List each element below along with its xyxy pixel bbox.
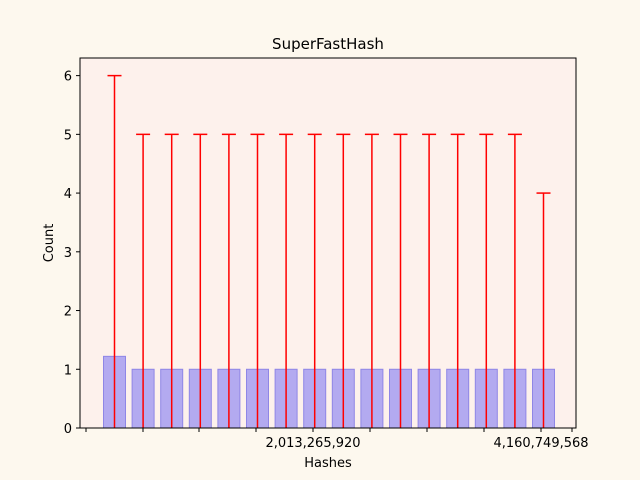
y-tick-label-6: 6	[64, 70, 72, 85]
y-tick-label-5: 5	[64, 128, 72, 143]
x-tick-label-5: 2,013,265,920	[265, 436, 360, 451]
y-tick-label-2: 2	[64, 305, 72, 320]
error-bar-group	[107, 74, 551, 428]
plot-area	[80, 58, 576, 428]
plot-frame	[79, 57, 577, 429]
y-tick-label-3: 3	[64, 246, 72, 261]
x-axis: 2,013,265,920 4,160,749,568	[85, 428, 589, 451]
y-tick-label-1: 1	[64, 363, 72, 378]
x-axis-label: Hashes	[304, 456, 352, 471]
y-axis-label: Count	[42, 224, 57, 263]
y-tick-label-0: 0	[64, 422, 72, 437]
x-tick-label-9: 4,160,749,568	[493, 436, 588, 451]
chart-title: SuperFastHash	[272, 35, 384, 53]
y-tick-label-4: 4	[64, 187, 72, 202]
y-axis: 0 1 2 3 4 5 6	[64, 70, 80, 437]
